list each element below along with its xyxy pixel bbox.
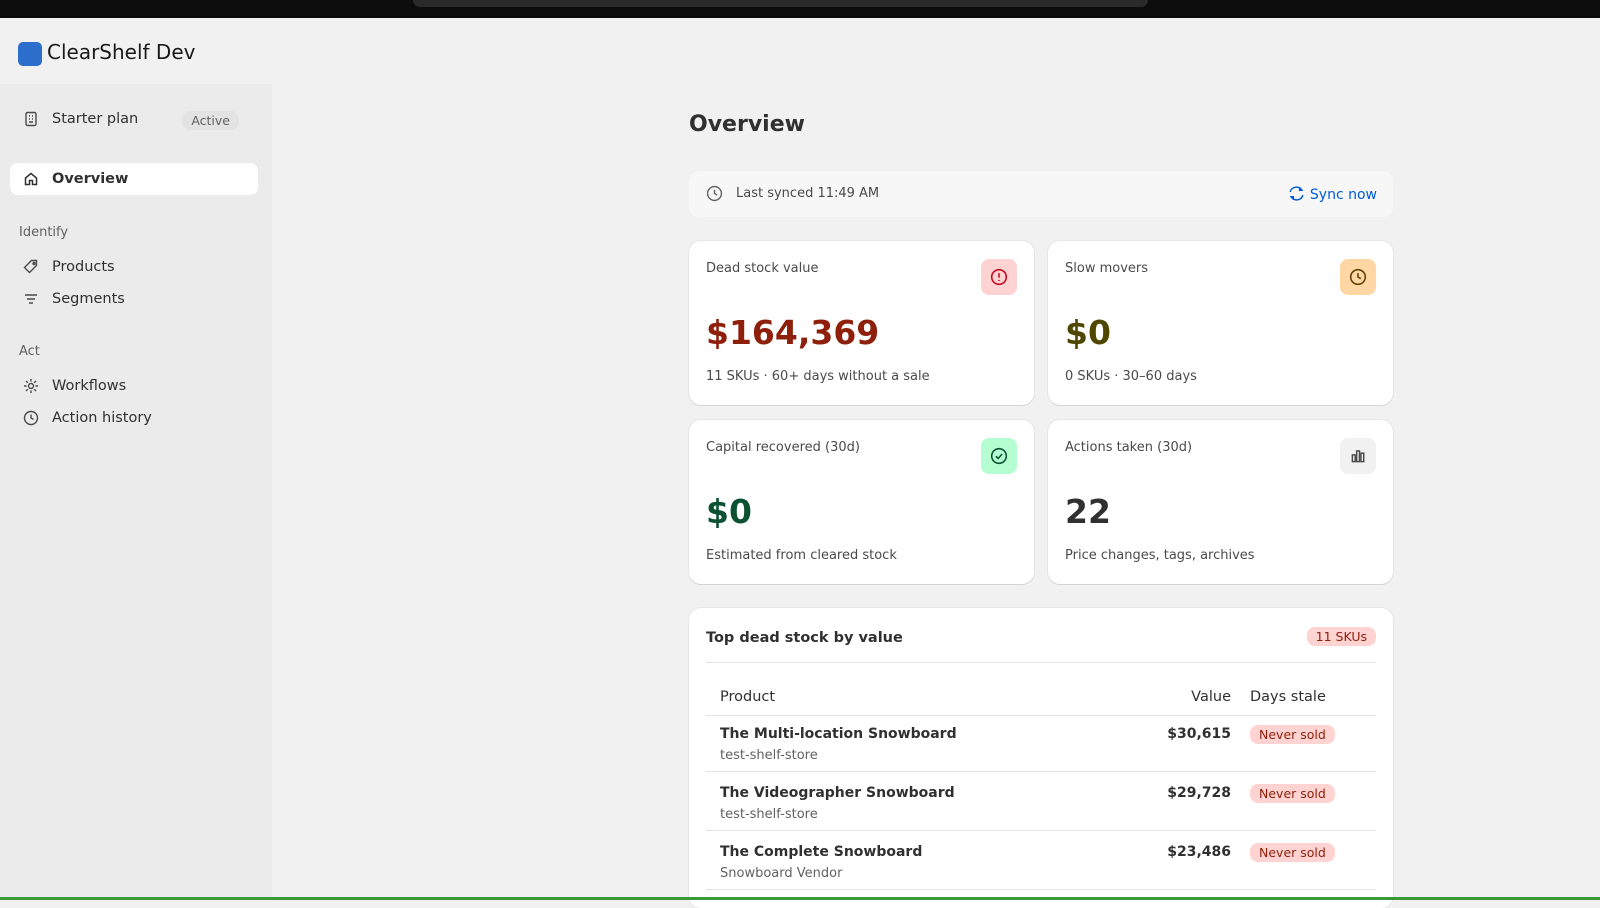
metric-note: 11 SKUs · 60+ days without a sale <box>706 369 930 384</box>
nav-item[interactable]: Segments <box>10 283 258 315</box>
page-title: Overview <box>689 112 805 137</box>
product-vendor: test-shelf-store <box>720 807 818 822</box>
table-row[interactable]: The Complete Snowboard Snowboard Vendor $2… <box>706 843 1376 902</box>
section-title: Act <box>19 344 40 359</box>
nav-label: Segments <box>52 291 125 307</box>
sync-bar: Last synced 11:49 AM Sync now <box>689 171 1393 217</box>
table-row[interactable]: The Multi-location Snowboard test-shelf-s… <box>706 725 1376 784</box>
metric-label: Dead stock value <box>706 261 819 276</box>
plan[interactable]: Starter plan Active <box>10 103 258 135</box>
product-vendor: Snowboard Vendor <box>720 866 843 881</box>
sync-button[interactable]: Sync now <box>1288 185 1377 203</box>
clock-icon <box>706 185 723 202</box>
nav-label: Workflows <box>52 378 127 394</box>
product-name: The Videographer Snowboard <box>720 785 955 801</box>
divider <box>706 662 1376 663</box>
product-name: The Complete Snowboard <box>720 844 923 860</box>
metric-value: 22 <box>1065 492 1111 531</box>
metric-card: Slow movers $0 0 SKUs · 30–60 days <box>1048 241 1393 405</box>
sync-status: Last synced 11:49 AM <box>736 186 880 201</box>
nav-label: Overview <box>52 171 129 187</box>
divider <box>706 715 1376 716</box>
column-header: Product <box>720 689 776 705</box>
nav-label: Products <box>52 259 115 275</box>
product-vendor: test-shelf-store <box>720 748 818 763</box>
metric-label: Actions taken (30d) <box>1065 440 1193 455</box>
metric-label: Slow movers <box>1065 261 1149 276</box>
section-title: Identify <box>19 225 69 240</box>
sidebar: Starter plan Active Overview Identify Pr… <box>0 84 272 900</box>
divider <box>706 889 1376 890</box>
metric-card: Dead stock value $164,369 11 SKUs · 60+ … <box>689 241 1034 405</box>
metric-icon <box>1340 438 1376 474</box>
column-header: Value <box>1191 689 1231 705</box>
nav-item[interactable]: Products <box>10 251 258 283</box>
table-title: Top dead stock by value <box>706 630 903 646</box>
nav-item[interactable]: Action history <box>10 402 258 434</box>
metric-card: Capital recovered (30d) $0 Estimated fro… <box>689 420 1034 584</box>
nav-label: Action history <box>52 410 152 426</box>
sync-action: Sync now <box>1309 187 1377 203</box>
days-stale: Never sold <box>1250 784 1335 803</box>
table-row[interactable]: The Videographer Snowboard test-shelf-sto… <box>706 784 1376 843</box>
plan-label: Starter plan <box>52 111 139 127</box>
app-logo <box>18 42 42 66</box>
metric-icon <box>981 259 1017 295</box>
product-value: $29,728 <box>1167 785 1231 801</box>
column-header: Days stale <box>1250 689 1326 705</box>
divider <box>706 830 1376 831</box>
app-name: ClearShelf Dev <box>47 40 196 64</box>
window-bar <box>0 0 1600 18</box>
metric-card: Actions taken (30d) 22 Price changes, ta… <box>1048 420 1393 584</box>
metric-value: $164,369 <box>706 313 880 352</box>
header <box>0 18 1600 84</box>
nav-item[interactable]: Overview <box>10 163 258 195</box>
address-bar <box>413 0 1148 7</box>
metric-note: Estimated from cleared stock <box>706 548 897 563</box>
days-stale: Never sold <box>1250 843 1335 862</box>
metric-icon <box>981 438 1017 474</box>
metric-label: Capital recovered (30d) <box>706 440 860 455</box>
table-badge: 11 SKUs <box>1306 627 1376 646</box>
plan-status: Active <box>182 111 239 130</box>
product-value: $23,486 <box>1167 844 1231 860</box>
nav-item[interactable]: Workflows <box>10 370 258 402</box>
metric-note: Price changes, tags, archives <box>1065 548 1255 563</box>
product-value: $30,615 <box>1167 726 1231 742</box>
table-card: Top dead stock by value 11 SKUs Product … <box>689 608 1393 908</box>
metric-icon <box>1340 259 1376 295</box>
metric-note: 0 SKUs · 30–60 days <box>1065 369 1197 384</box>
progress-line <box>0 897 1600 900</box>
divider <box>706 771 1376 772</box>
product-name: The Multi-location Snowboard <box>720 726 957 742</box>
metric-value: $0 <box>1065 313 1111 352</box>
metric-value: $0 <box>706 492 752 531</box>
days-stale: Never sold <box>1250 725 1335 744</box>
